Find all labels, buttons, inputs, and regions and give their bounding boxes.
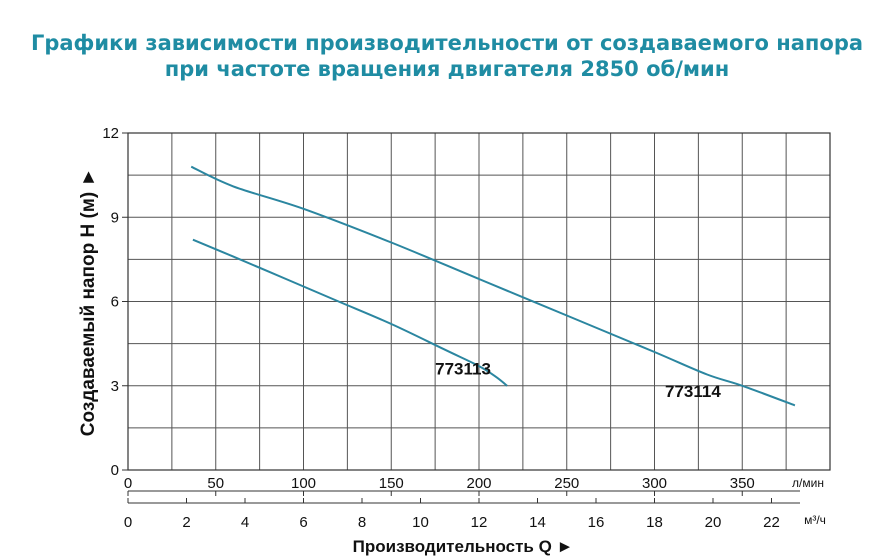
x-tick-label-m3h: 2 — [182, 514, 190, 531]
chart-title-line1: Графики зависимости производительности о… — [30, 31, 864, 55]
y-tick-label: 6 — [111, 294, 119, 311]
x-tick-label-lpm: 350 — [730, 475, 755, 492]
x-tick-label-m3h: 6 — [299, 514, 307, 531]
x-tick-label-lpm: 50 — [207, 475, 224, 492]
x-tick-label-m3h: 4 — [241, 514, 249, 531]
x-tick-label-m3h: 8 — [358, 514, 366, 531]
series-labels: 773113 773114 — [435, 360, 721, 401]
x-axis-label: Производительность Q ► — [353, 537, 574, 556]
chart-title: Графики зависимости производительности о… — [0, 30, 894, 82]
y-tick-label: 0 — [111, 462, 119, 479]
x-unit-lpm: л/мин — [792, 476, 824, 490]
x-tick-label-m3h: 12 — [471, 514, 488, 531]
y-tick-label: 9 — [111, 209, 119, 226]
x-tick-label-m3h: 0 — [124, 514, 132, 531]
x-tick-label-m3h: 16 — [588, 514, 605, 531]
x-tick-label-lpm: 200 — [466, 475, 491, 492]
x-tick-label-lpm: 0 — [124, 475, 132, 492]
y-tick-label: 3 — [111, 378, 119, 395]
series-line-773113 — [192, 238, 508, 387]
chart-title-line2: при частоте вращения двигателя 2850 об/м… — [164, 57, 730, 81]
x-tick-label-lpm: 150 — [379, 475, 404, 492]
series-line-773114 — [190, 165, 796, 407]
x-tick-label-m3h: 22 — [763, 514, 780, 531]
x-tick-label-lpm: 250 — [554, 475, 579, 492]
x-tick-label-lpm: 300 — [642, 475, 667, 492]
x-tick-label-m3h: 18 — [646, 514, 663, 531]
series-lines — [190, 165, 796, 407]
y-tick-label: 12 — [102, 125, 119, 142]
x-tick-label-m3h: 10 — [412, 514, 429, 531]
x-tick-label-m3h: 14 — [529, 514, 546, 531]
chart-grid — [127, 132, 831, 471]
axis-ticks — [122, 132, 800, 504]
series-label-773113: 773113 — [435, 360, 491, 379]
x-unit-m3h: м³/ч — [804, 513, 826, 527]
y-axis-label: Создаваемый напор H (м) ► — [78, 168, 99, 437]
x-tick-label-lpm: 100 — [291, 475, 316, 492]
x-tick-label-m3h: 20 — [705, 514, 722, 531]
series-label-773114: 773114 — [665, 382, 721, 401]
tick-labels: 0 3 6 9 12 0 50 100 150 200 250 300 350 л/мин 0 2 4 6 8 10 1… — [102, 125, 826, 531]
